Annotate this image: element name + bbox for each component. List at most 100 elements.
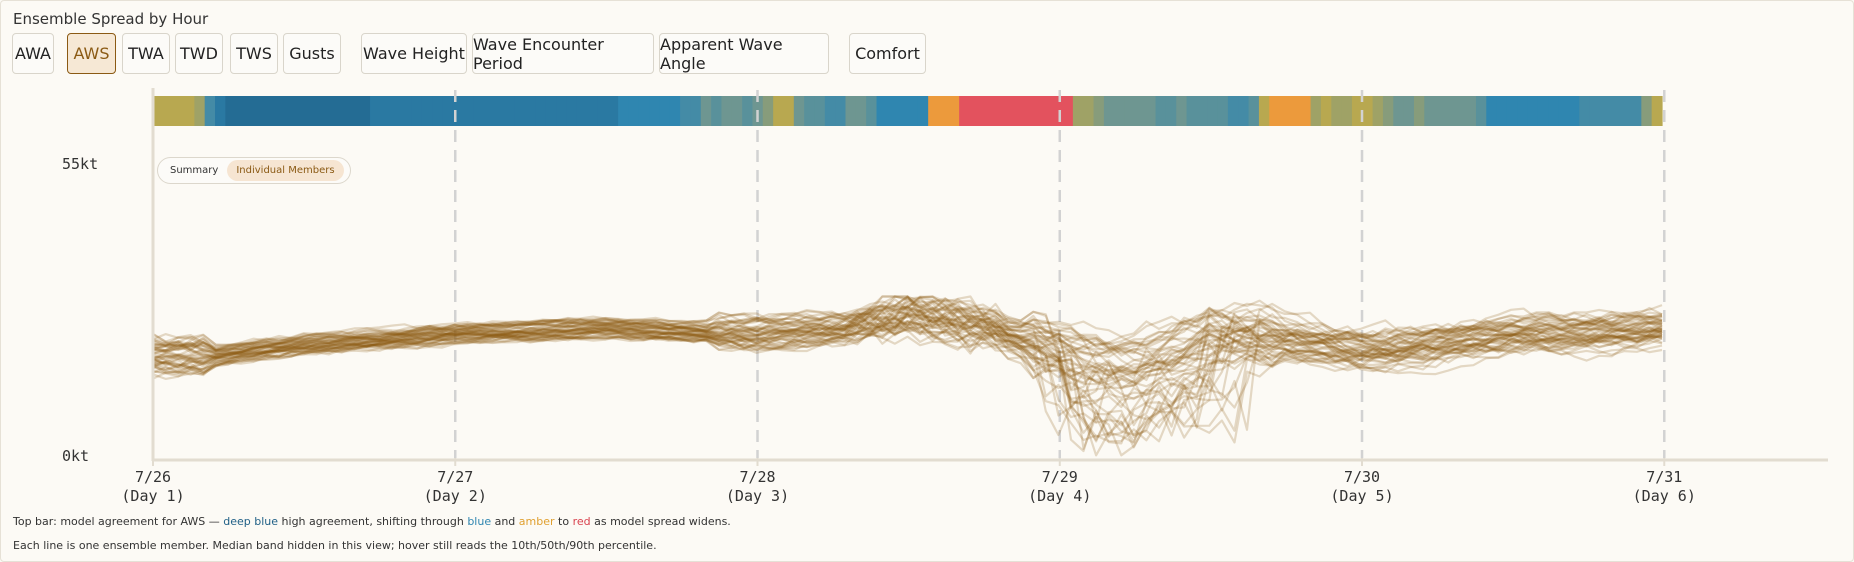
ensemble-member-line[interactable] — [152, 331, 1663, 401]
ensemble-member-line[interactable] — [152, 298, 1663, 364]
agreement-cell — [1258, 96, 1270, 126]
agreement-cell — [1217, 96, 1229, 126]
agreement-cell — [1103, 96, 1115, 126]
ensemble-member-line[interactable] — [152, 295, 1663, 352]
ensemble-member-line[interactable] — [152, 317, 1663, 381]
ensemble-member-line[interactable] — [152, 313, 1663, 445]
metric-button-gusts[interactable]: Gusts — [283, 33, 341, 74]
agreement-cell — [473, 96, 485, 126]
ensemble-member-line[interactable] — [152, 296, 1663, 355]
ensemble-member-line[interactable] — [152, 315, 1663, 421]
ensemble-member-line[interactable] — [152, 309, 1663, 354]
agreement-cell — [153, 96, 164, 126]
metric-button-twa[interactable]: TWA — [122, 33, 170, 74]
agreement-cell — [1444, 96, 1456, 126]
ensemble-member-line[interactable] — [152, 318, 1663, 457]
agreement-cell — [680, 96, 692, 126]
ensemble-member-line[interactable] — [152, 295, 1663, 352]
ensemble-member-line[interactable] — [152, 309, 1663, 441]
metric-button-twd[interactable]: TWD — [175, 33, 223, 74]
ensemble-member-line[interactable] — [152, 311, 1663, 443]
ensemble-member-line[interactable] — [152, 315, 1663, 453]
ensemble-member-line[interactable] — [152, 296, 1663, 400]
ensemble-member-line[interactable] — [152, 305, 1663, 357]
ensemble-member-line[interactable] — [152, 301, 1663, 361]
view-toggle-individual-members[interactable]: Individual Members — [227, 160, 344, 181]
ensemble-member-line[interactable] — [152, 322, 1663, 393]
view-toggle[interactable]: Summary Individual Members — [157, 157, 351, 184]
ensemble-member-line[interactable] — [152, 312, 1663, 378]
metric-button-wave-encounter-period[interactable]: Wave Encounter Period — [472, 33, 654, 74]
ensemble-member-line[interactable] — [152, 312, 1663, 384]
ensemble-member-line[interactable] — [152, 299, 1663, 380]
ensemble-member-line[interactable] — [152, 307, 1663, 377]
agreement-cell — [1424, 96, 1436, 126]
metric-button-tws[interactable]: TWS — [230, 33, 278, 74]
agreement-cell — [1279, 96, 1291, 126]
ensemble-member-line[interactable] — [152, 309, 1663, 449]
agreement-cell — [1413, 96, 1425, 126]
metric-button-wave-height[interactable]: Wave Height — [361, 33, 467, 74]
agreement-cell — [804, 96, 816, 126]
ensemble-member-line[interactable] — [152, 295, 1663, 413]
ensemble-member-line[interactable] — [152, 305, 1663, 358]
agreement-cell — [742, 96, 754, 126]
agreement-cell — [1527, 96, 1539, 126]
ensemble-member-line[interactable] — [152, 315, 1663, 375]
metric-button-aws[interactable]: AWS — [67, 33, 116, 74]
ensemble-member-lines[interactable] — [152, 295, 1663, 457]
ensemble-member-line[interactable] — [152, 320, 1663, 384]
ensemble-member-line[interactable] — [152, 313, 1663, 375]
ensemble-member-line[interactable] — [152, 317, 1663, 444]
agreement-cell — [535, 96, 547, 126]
ensemble-member-line[interactable] — [152, 305, 1663, 409]
ensemble-member-line[interactable] — [152, 302, 1663, 368]
agreement-cell — [1083, 96, 1095, 126]
agreement-cell — [370, 96, 381, 126]
agreement-cell — [1010, 96, 1022, 126]
ensemble-member-line[interactable] — [152, 295, 1663, 388]
ensemble-member-line[interactable] — [152, 295, 1663, 427]
ensemble-member-line[interactable] — [152, 296, 1663, 369]
ensemble-member-line[interactable] — [152, 319, 1663, 443]
ensemble-member-line[interactable] — [152, 298, 1663, 358]
ensemble-member-line[interactable] — [152, 307, 1663, 437]
agreement-cell — [173, 96, 185, 126]
ensemble-member-line[interactable] — [152, 321, 1663, 390]
agreement-cell — [1568, 96, 1580, 126]
ensemble-member-line[interactable] — [152, 328, 1663, 387]
ensemble-member-line[interactable] — [152, 303, 1663, 427]
x-tick: 7/26(Day 1) — [121, 458, 185, 505]
x-tick-date: 7/30 — [1344, 468, 1380, 486]
ensemble-member-line[interactable] — [152, 305, 1663, 357]
legend-note-members: Each line is one ensemble member. Median… — [13, 539, 657, 552]
ensemble-member-line[interactable] — [152, 295, 1663, 354]
ensemble-member-line[interactable] — [152, 320, 1663, 361]
metric-button-apparent-wave-angle[interactable]: Apparent Wave Angle — [659, 33, 829, 74]
agreement-cell — [411, 96, 423, 126]
ensemble-member-line[interactable] — [152, 305, 1663, 457]
agreement-cell — [1000, 96, 1012, 126]
agreement-cell — [390, 96, 402, 126]
agreement-cell — [556, 96, 568, 126]
ensemble-member-line[interactable] — [152, 295, 1663, 355]
agreement-cell — [1155, 96, 1167, 126]
agreement-cell — [597, 96, 609, 126]
metric-button-awa[interactable]: AWA — [12, 33, 54, 74]
ensemble-member-line[interactable] — [152, 295, 1663, 392]
agreement-cell — [721, 96, 733, 126]
agreement-cell — [1186, 96, 1198, 126]
ensemble-member-line[interactable] — [152, 314, 1663, 416]
ensemble-member-line[interactable] — [152, 308, 1663, 377]
agreement-cell — [1124, 96, 1136, 126]
ensemble-member-line[interactable] — [152, 325, 1663, 378]
agreement-cell — [1620, 96, 1632, 126]
ensemble-member-line[interactable] — [152, 313, 1663, 386]
agreement-cell — [1227, 96, 1239, 126]
agreement-cell — [1310, 96, 1322, 126]
note-text: and — [491, 515, 519, 528]
view-toggle-summary[interactable]: Summary — [170, 165, 219, 176]
ensemble-member-line[interactable] — [152, 295, 1663, 369]
metric-button-comfort[interactable]: Comfort — [849, 33, 926, 74]
